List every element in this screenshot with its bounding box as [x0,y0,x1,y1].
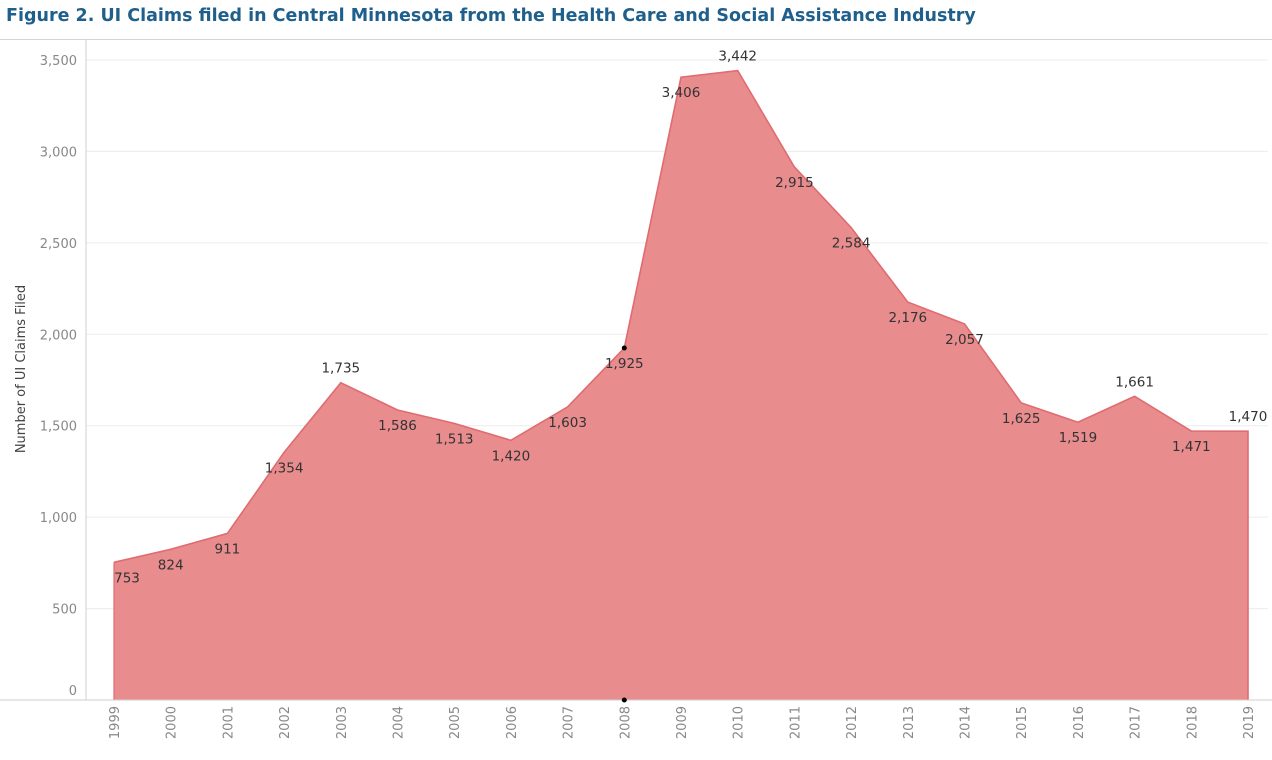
data-labels: 753 824 911 1,354 1,735 1,586 1,513 1,420 1,603 1… [114,49,1267,703]
x-tick-label: 2000 [165,706,180,739]
data-label: 1,471 [1172,439,1211,455]
x-tick-label: 2008 [618,706,633,739]
data-label: 1,420 [492,448,531,464]
x-tick-label: 2019 [1242,706,1257,739]
x-tick-label: 2018 [1185,706,1200,739]
y-tick-label: 1,500 [40,420,77,435]
data-label: 1,925 [605,356,644,372]
x-tick-label: 2007 [562,706,577,739]
x-tick-label: 2011 [788,706,803,739]
y-tick-label: 500 [52,603,77,618]
y-tick-label: 2,500 [40,237,77,252]
y-tick-label: 0 [69,684,77,699]
x-tick-label: 2003 [335,706,350,739]
x-tick-label: 1999 [108,706,123,739]
data-label: 3,406 [662,85,701,101]
data-label: 824 [158,557,184,573]
x-tick-label: 2010 [732,706,747,739]
y-tick-label: 1,000 [40,511,77,526]
x-tick-label: 2001 [221,706,236,739]
data-label: 753 [114,570,140,586]
title-divider [0,39,1272,40]
x-tick-label: 2006 [505,706,520,739]
x-tick-label: 2009 [675,706,690,739]
x-tick-label: 2017 [1129,706,1144,739]
y-tick-label: 3,500 [40,54,77,69]
data-label: 1,513 [435,431,474,447]
data-label: 2,915 [775,175,814,191]
area-line [113,69,1249,700]
data-label: 3,442 [718,49,757,65]
highlight-point[interactable] [621,345,627,351]
data-label: 1,603 [548,415,587,431]
data-label: 1,586 [378,418,417,434]
data-label: 911 [215,541,241,557]
x-tick-label: 2015 [1015,706,1030,739]
x-tick-label: 2005 [448,706,463,739]
y-tick-label: 3,000 [40,145,77,160]
y-axis-title: Number of UI Claims Filed [14,285,29,453]
x-tick-label: 2004 [392,706,407,739]
data-label: 2,584 [832,236,871,252]
x-tick-label: 2012 [845,706,860,739]
data-label: 1,519 [1059,430,1098,446]
x-tick-label: 2016 [1072,706,1087,739]
data-label: 1,625 [1002,411,1041,427]
data-label: 1,470 [1229,409,1268,425]
chart-title: Figure 2. UI Claims filed in Central Min… [6,6,976,26]
data-label: 2,176 [888,310,927,326]
axes: 0 500 1,000 1,500 2,000 2,500 3,000 3,500 1999 20… [0,40,1272,739]
area-series[interactable] [113,69,1249,701]
x-tick-label: 2013 [902,706,917,739]
area-fill[interactable] [114,70,1248,701]
y-tick-label: 2,000 [40,328,77,343]
x-tick-label: 2014 [959,706,974,739]
x-tick-label: 2002 [278,706,293,739]
data-label: 2,057 [945,332,984,348]
data-label: 1,661 [1115,374,1154,390]
data-label: 1,735 [321,361,360,377]
data-label: 1,354 [265,460,304,476]
highlight-base-point [621,697,627,703]
